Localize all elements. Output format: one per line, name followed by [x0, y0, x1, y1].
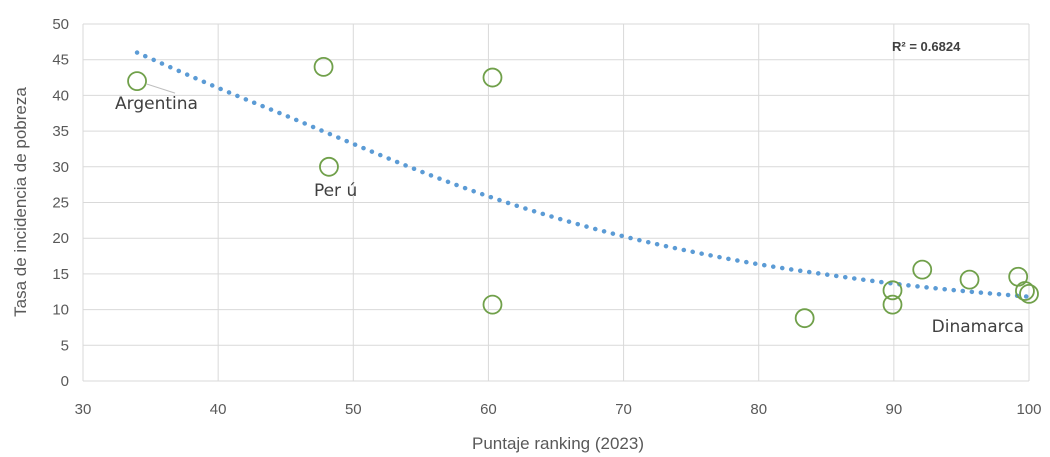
point-label: Argentina — [115, 94, 198, 114]
y-tick-label: 35 — [52, 123, 69, 140]
data-point — [319, 156, 339, 177]
x-tick-label: 70 — [615, 401, 632, 418]
data-points — [127, 56, 1039, 329]
data-point — [127, 71, 147, 92]
data-point — [882, 294, 903, 315]
x-tick-label: 60 — [480, 401, 497, 418]
data-point — [794, 308, 815, 329]
data-point — [482, 67, 503, 88]
x-tick-label: 40 — [210, 401, 227, 418]
y-tick-label: 25 — [52, 195, 69, 212]
y-tick-label: 0 — [61, 373, 69, 390]
x-tick-label: 80 — [750, 401, 767, 418]
point-label: Per ú — [314, 181, 357, 201]
y-tick-label: 50 — [52, 16, 69, 33]
data-point — [1019, 283, 1039, 304]
x-axis-title: Puntaje ranking (2023) — [472, 434, 644, 453]
data-point — [882, 280, 903, 301]
x-tick-label: 90 — [886, 401, 903, 418]
data-point — [959, 269, 980, 290]
data-point — [482, 294, 503, 315]
trendline — [134, 50, 1032, 299]
point-annotations: Argentina Per ú Dinamarca — [115, 83, 1024, 337]
data-point — [1015, 281, 1035, 301]
data-point — [912, 259, 933, 280]
y-tick-label: 40 — [52, 87, 69, 104]
r-squared-label: R² = 0.6824 — [892, 39, 961, 54]
x-tick-label: 30 — [75, 401, 92, 418]
y-tick-label: 45 — [52, 52, 69, 69]
y-axis-tick-labels: 0 5 10 15 20 25 30 35 40 45 50 — [52, 16, 69, 390]
data-point — [1008, 266, 1029, 287]
grid-lines — [82, 23, 1030, 382]
y-tick-label: 30 — [52, 159, 69, 176]
y-tick-label: 20 — [52, 230, 69, 247]
y-tick-label: 10 — [52, 302, 69, 319]
annotation-leader-line — [146, 83, 176, 94]
data-point — [313, 56, 334, 77]
y-tick-label: 15 — [52, 266, 69, 283]
trendline-path — [134, 50, 1032, 299]
x-axis-tick-labels: 30 40 50 60 70 80 90 100 — [75, 401, 1042, 418]
y-axis-title: Tasa de incidencia de pobreza — [11, 87, 30, 317]
x-tick-label: 100 — [1016, 401, 1041, 418]
y-tick-label: 5 — [61, 337, 69, 354]
x-tick-label: 50 — [345, 401, 362, 418]
point-label: Dinamarca — [932, 317, 1024, 337]
